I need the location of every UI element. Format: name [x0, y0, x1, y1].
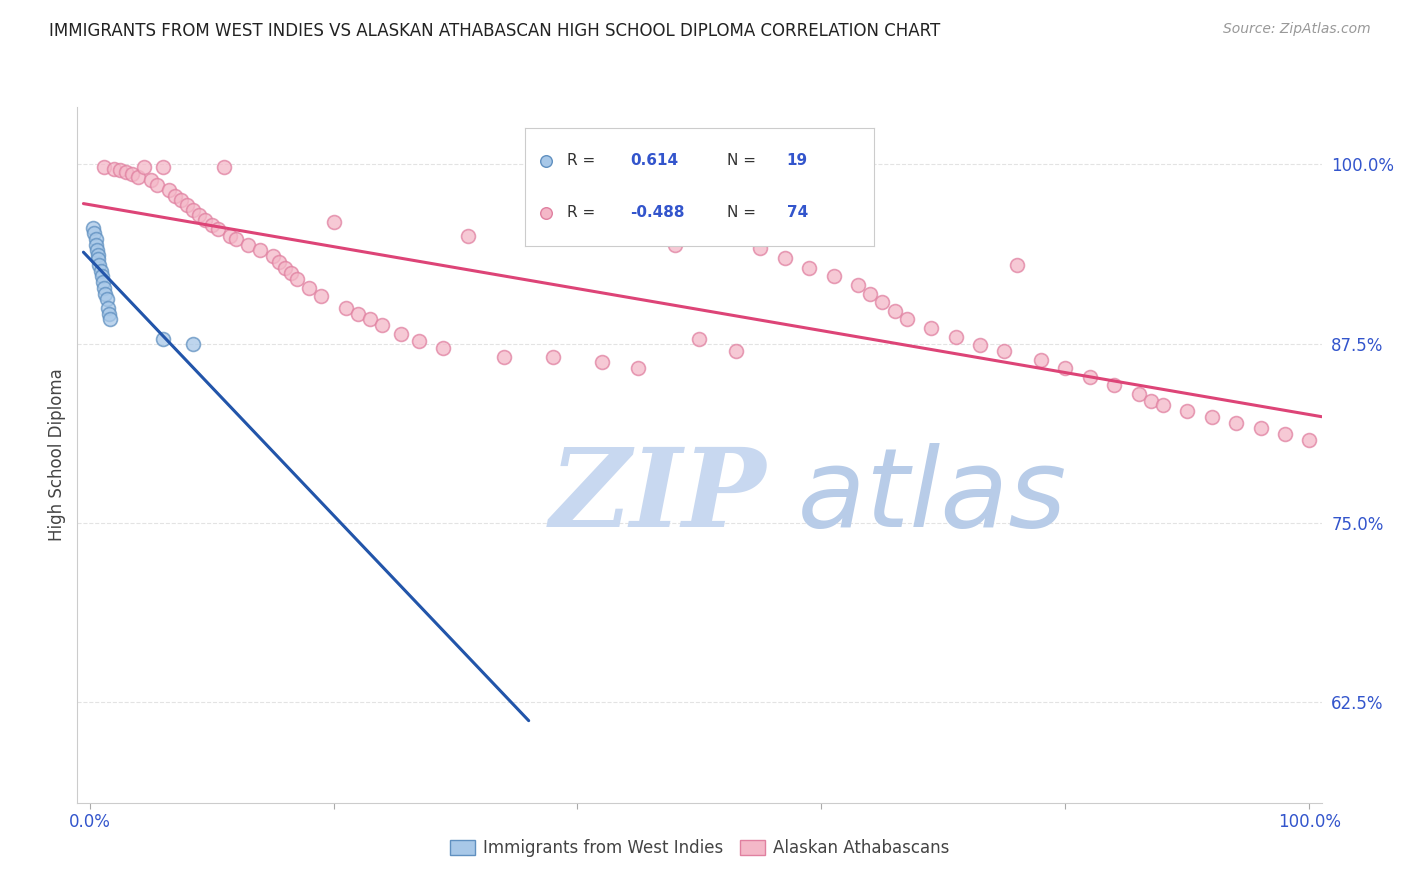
Point — [139, 173, 162, 187]
Point — [371, 318, 394, 332]
Point — [883, 303, 905, 318]
Point — [1029, 352, 1052, 367]
Point — [1250, 421, 1272, 435]
Point — [311, 289, 333, 303]
Point — [920, 321, 942, 335]
Point — [108, 163, 131, 178]
Point — [945, 329, 967, 343]
Point — [91, 275, 114, 289]
Point — [207, 222, 229, 236]
Point — [83, 227, 105, 241]
Point — [298, 281, 321, 295]
Point — [627, 361, 650, 376]
Point — [267, 255, 290, 269]
Point — [773, 251, 796, 265]
Point — [1274, 427, 1296, 442]
Point — [1054, 361, 1077, 376]
Point — [194, 213, 217, 227]
Point — [98, 312, 121, 326]
Point — [664, 237, 686, 252]
Point — [212, 161, 235, 175]
Point — [1005, 258, 1028, 272]
Point — [969, 338, 991, 352]
Point — [389, 326, 412, 341]
Point — [846, 277, 869, 292]
Point — [86, 244, 108, 258]
Point — [274, 260, 297, 275]
Point — [152, 333, 174, 347]
Point — [896, 312, 918, 326]
Point — [1078, 369, 1101, 384]
Point — [1152, 399, 1174, 413]
Point — [494, 350, 516, 364]
Point — [121, 168, 143, 182]
Point — [689, 333, 711, 347]
Point — [93, 161, 115, 175]
Point — [103, 161, 125, 176]
Point — [163, 189, 186, 203]
Point — [200, 218, 222, 232]
Point — [97, 301, 120, 315]
Point — [134, 161, 156, 175]
Point — [89, 263, 111, 277]
Point — [176, 197, 198, 211]
Point — [84, 232, 107, 246]
Point — [87, 248, 110, 262]
Point — [1201, 409, 1223, 424]
Point — [859, 286, 882, 301]
Point — [457, 229, 479, 244]
Point — [347, 307, 370, 321]
Point — [1177, 404, 1199, 418]
Point — [87, 252, 110, 266]
Point — [749, 241, 772, 255]
Point — [285, 272, 308, 286]
Point — [993, 343, 1015, 358]
Point — [96, 293, 118, 307]
Point — [145, 178, 167, 192]
Point — [157, 183, 180, 197]
Point — [93, 281, 115, 295]
Point — [322, 215, 344, 229]
Text: IMMIGRANTS FROM WEST INDIES VS ALASKAN ATHABASCAN HIGH SCHOOL DIPLOMA CORRELATIO: IMMIGRANTS FROM WEST INDIES VS ALASKAN A… — [49, 22, 941, 40]
Point — [872, 295, 894, 310]
Point — [218, 229, 240, 244]
Point — [591, 355, 613, 369]
Point — [359, 312, 381, 326]
Point — [127, 170, 149, 185]
Point — [98, 307, 121, 321]
Point — [82, 220, 104, 235]
Point — [89, 258, 111, 272]
Point — [262, 249, 284, 263]
Point — [94, 286, 117, 301]
Point — [1140, 394, 1163, 409]
Point — [236, 237, 259, 252]
Point — [152, 161, 174, 175]
Point — [225, 232, 247, 246]
Point — [1128, 387, 1150, 401]
Text: atlas: atlas — [550, 443, 1066, 550]
Point — [408, 334, 430, 348]
Legend: Immigrants from West Indies, Alaskan Athabascans: Immigrants from West Indies, Alaskan Ath… — [443, 833, 956, 864]
Point — [799, 260, 821, 275]
Point — [115, 164, 138, 178]
Point — [1225, 416, 1247, 430]
Point — [280, 267, 302, 281]
Point — [725, 343, 748, 358]
Point — [188, 208, 211, 222]
Point — [823, 269, 845, 284]
Point — [90, 269, 112, 284]
Point — [181, 336, 204, 351]
Text: Source: ZipAtlas.com: Source: ZipAtlas.com — [1223, 22, 1371, 37]
Text: ZIP: ZIP — [550, 443, 766, 550]
Y-axis label: High School Diploma: High School Diploma — [48, 368, 66, 541]
Point — [84, 237, 107, 252]
Point — [170, 194, 193, 208]
Point — [335, 301, 357, 315]
Point — [1104, 378, 1126, 392]
Point — [249, 244, 271, 258]
Point — [432, 341, 454, 355]
Point — [181, 203, 204, 218]
Point — [1298, 433, 1320, 447]
Point — [541, 350, 564, 364]
